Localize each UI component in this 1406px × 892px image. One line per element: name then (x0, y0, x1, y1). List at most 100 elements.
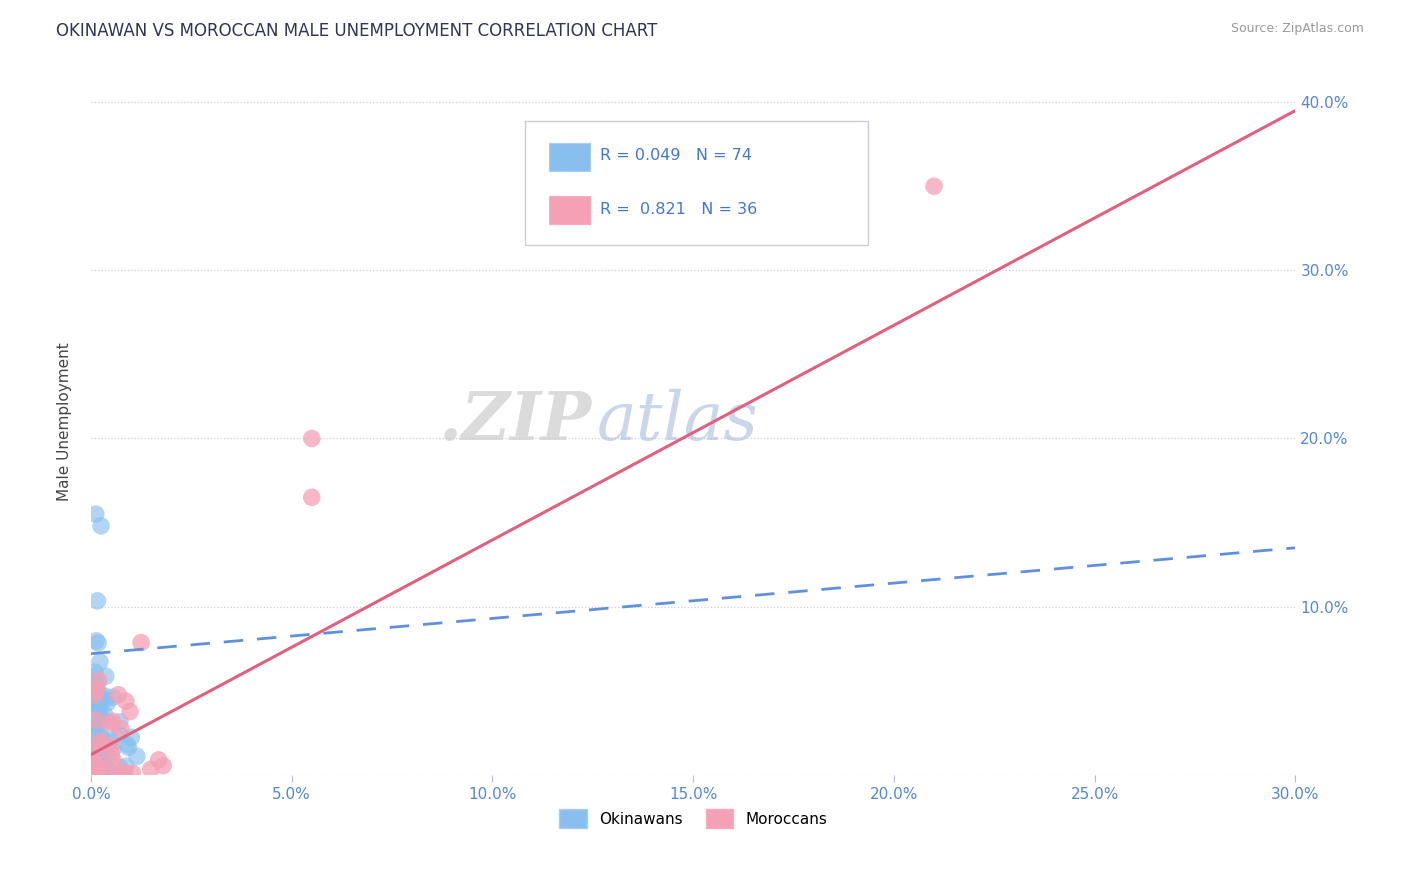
Point (96, 747, 118, 762)
Point (83, 739, 105, 754)
Point (86, 687, 108, 701)
Point (87, 747, 110, 761)
Point (110, 722, 132, 736)
Point (91, 731, 114, 746)
Point (89, 698, 111, 712)
Point (84, 766, 107, 780)
Point (84, 688, 107, 702)
Point (118, 705, 141, 719)
Point (87, 717, 110, 731)
Point (86, 676, 108, 690)
Text: R =  0.821   N = 36: R = 0.821 N = 36 (600, 202, 758, 218)
Point (84, 759, 107, 773)
Point (152, 758, 174, 772)
Point (82, 759, 104, 773)
Point (84, 633, 107, 648)
FancyBboxPatch shape (524, 121, 868, 245)
Point (93, 693, 115, 707)
Point (90, 731, 112, 745)
Point (115, 738, 138, 752)
Point (87, 752, 110, 766)
Point (87, 741, 110, 756)
Point (87, 636, 110, 650)
Point (101, 742, 124, 756)
Point (89, 759, 111, 773)
Point (80, 753, 103, 767)
Point (114, 766, 136, 780)
Text: atlas: atlas (596, 389, 759, 454)
Point (83, 692, 105, 706)
Point (129, 635, 152, 649)
Point (115, 694, 138, 708)
Point (125, 749, 148, 764)
Point (84, 765, 107, 780)
Point (84, 767, 107, 781)
Point (82, 759, 104, 773)
Point (80, 670, 103, 684)
Point (100, 747, 122, 762)
Point (922, 179, 945, 194)
Point (108, 760, 131, 774)
Point (87, 766, 110, 780)
Point (87, 685, 110, 699)
Text: .ZIP: .ZIP (437, 389, 591, 454)
Point (86, 756, 108, 770)
Text: OKINAWAN VS MOROCCAN MALE UNEMPLOYMENT CORRELATION CHART: OKINAWAN VS MOROCCAN MALE UNEMPLOYMENT C… (56, 22, 658, 40)
Point (108, 714, 131, 729)
Point (94, 708, 117, 723)
Point (84, 665, 107, 679)
Point (100, 733, 122, 747)
Point (89, 737, 111, 751)
Point (86, 766, 108, 780)
Point (84, 766, 107, 780)
Point (103, 755, 125, 769)
Point (89, 759, 111, 773)
Point (96, 761, 118, 775)
Point (87, 706, 110, 721)
Point (103, 766, 125, 780)
Point (301, 432, 323, 446)
Point (98, 716, 121, 731)
Point (86, 682, 108, 697)
Point (117, 740, 139, 755)
Point (84, 746, 107, 760)
Point (87, 673, 110, 688)
Point (89, 655, 111, 669)
Point (121, 766, 143, 780)
Point (80, 742, 103, 756)
Point (112, 765, 135, 780)
Point (100, 739, 122, 753)
Point (87, 761, 110, 775)
Text: R = 0.049   N = 74: R = 0.049 N = 74 (600, 148, 752, 163)
Point (301, 491, 323, 505)
Text: Source: ZipAtlas.com: Source: ZipAtlas.com (1230, 22, 1364, 36)
Point (148, 753, 170, 767)
Point (93, 761, 115, 775)
Point (84, 507, 107, 521)
FancyBboxPatch shape (548, 196, 589, 224)
Point (90, 716, 112, 731)
Point (89, 692, 111, 706)
Point (110, 766, 132, 780)
Point (89, 764, 111, 779)
Point (96, 696, 118, 710)
Point (139, 762, 162, 776)
Point (83, 692, 105, 706)
Legend: Okinawans, Moroccans: Okinawans, Moroccans (553, 804, 834, 834)
Point (83, 723, 105, 738)
Point (94, 669, 117, 683)
Point (84, 766, 107, 780)
Point (101, 714, 124, 729)
Point (97, 747, 120, 761)
Point (89, 708, 111, 723)
Point (97, 739, 120, 753)
Point (83, 724, 105, 739)
Point (80, 680, 103, 694)
Point (84, 757, 107, 772)
Point (86, 739, 108, 753)
Point (86, 767, 108, 781)
Point (89, 751, 111, 765)
Point (105, 766, 128, 780)
Point (108, 727, 131, 741)
Point (90, 519, 112, 533)
